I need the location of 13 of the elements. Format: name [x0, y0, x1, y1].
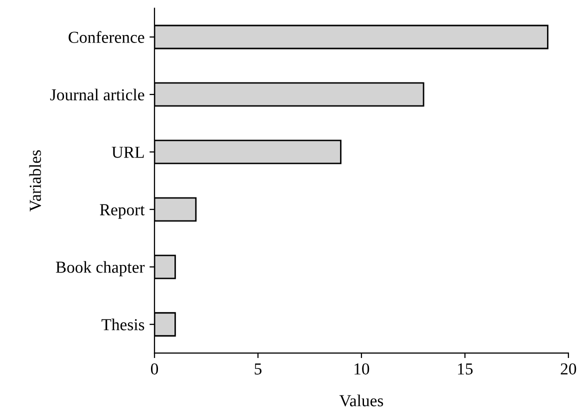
y-tick-label: URL	[112, 146, 144, 158]
y-axis-title: Variables	[29, 150, 42, 212]
x-tick-label: 15	[458, 363, 473, 375]
y-tick-label: Journal article	[50, 88, 144, 100]
x-tick-label: 5	[254, 363, 262, 375]
x-axis-title: Values	[339, 394, 384, 406]
y-tick-label: Thesis	[102, 318, 144, 330]
x-tick-label: 20	[560, 363, 576, 375]
y-tick-label: Book chapter	[56, 261, 145, 276]
y-tick-label: Report	[100, 204, 145, 219]
x-tick-label: 0	[150, 363, 158, 375]
x-tick-label: 10	[354, 363, 370, 375]
y-tick-label: Conference	[68, 31, 144, 43]
